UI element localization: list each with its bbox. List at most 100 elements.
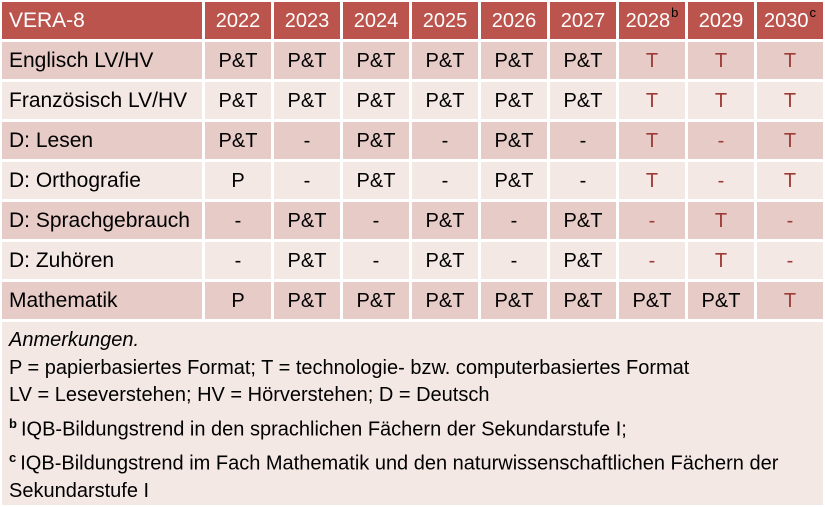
value-cell: - xyxy=(688,122,754,159)
value-cell: P&T xyxy=(343,82,409,119)
value-cell: - xyxy=(550,122,616,159)
value-cell: T xyxy=(619,122,685,159)
year-header-cell: 2029 xyxy=(688,2,754,39)
value-cell: T xyxy=(619,162,685,199)
year-header-cell: 2030 c xyxy=(757,2,823,39)
footnote-b-text: IQB-Bildungstrend in den sprachlichen Fä… xyxy=(20,418,627,441)
row-label-cell: D: Sprachgebrauch xyxy=(2,202,202,239)
value-cell: - xyxy=(274,162,340,199)
value-cell: - xyxy=(757,202,823,239)
year-header-superscript: b xyxy=(671,5,679,20)
value-cell: T xyxy=(688,202,754,239)
value-cell: - xyxy=(343,202,409,239)
value-cell: T xyxy=(757,162,823,199)
row-label-cell: D: Zuhören xyxy=(2,242,202,279)
value-cell: - xyxy=(205,242,271,279)
value-cell: P&T xyxy=(412,282,478,319)
value-cell: - xyxy=(757,242,823,279)
value-cell: P&T xyxy=(550,242,616,279)
value-cell: P&T xyxy=(481,42,547,79)
year-header-label: 2028 xyxy=(625,9,671,32)
value-cell: - xyxy=(481,242,547,279)
value-cell: P&T xyxy=(412,202,478,239)
value-cell: P&T xyxy=(550,82,616,119)
value-cell: P&T xyxy=(550,282,616,319)
year-header-label: 2025 xyxy=(422,9,468,32)
value-cell: P&T xyxy=(481,82,547,119)
value-cell: P&T xyxy=(274,242,340,279)
year-header-label: 2030 xyxy=(764,9,809,32)
value-cell: P&T xyxy=(205,122,271,159)
value-cell: P&T xyxy=(619,282,685,319)
value-cell: P&T xyxy=(688,282,754,319)
row-label-cell: Mathematik xyxy=(2,282,202,319)
year-header-label: 2022 xyxy=(215,9,261,32)
year-header-label: 2029 xyxy=(698,9,744,32)
value-cell: P&T xyxy=(274,42,340,79)
value-cell: P&T xyxy=(343,162,409,199)
value-cell: T xyxy=(757,82,823,119)
value-cell: T xyxy=(688,242,754,279)
value-cell: P&T xyxy=(550,42,616,79)
footnote-c-text: IQB-Bildungstrend im Fach Mathematik und… xyxy=(9,452,779,502)
value-cell: P&T xyxy=(343,122,409,159)
value-cell: - xyxy=(619,202,685,239)
notes-heading: Anmerkungen. xyxy=(9,329,140,351)
year-header-cell: 2024 xyxy=(343,2,409,39)
note-footnote-b: b IQB-Bildungstrend in den sprachlichen F… xyxy=(9,410,815,444)
value-cell: P&T xyxy=(550,202,616,239)
value-cell: P xyxy=(205,162,271,199)
year-header-cell: 2028 b xyxy=(619,2,685,39)
row-label-cell: D: Lesen xyxy=(2,122,202,159)
value-cell: P&T xyxy=(343,42,409,79)
year-header-label: 2023 xyxy=(284,9,330,32)
note-format-legend: P = papierbasiertes Format; T = technolo… xyxy=(9,356,690,379)
value-cell: - xyxy=(274,122,340,159)
value-cell: P&T xyxy=(205,82,271,119)
year-header-label: 2027 xyxy=(560,9,606,32)
footnote-c-superscript: c xyxy=(9,449,17,465)
value-cell: T xyxy=(619,82,685,119)
year-header-label: 2026 xyxy=(491,9,537,32)
value-cell: P&T xyxy=(412,82,478,119)
value-cell: P&T xyxy=(481,122,547,159)
value-cell: T xyxy=(757,282,823,319)
year-header-cell: 2022 xyxy=(205,2,271,39)
row-label-cell: Englisch LV/HV xyxy=(2,42,202,79)
notes-section: Anmerkungen. P = papierbasiertes Format;… xyxy=(2,322,823,506)
value-cell: - xyxy=(412,122,478,159)
value-cell: P&T xyxy=(412,42,478,79)
value-cell: P xyxy=(205,282,271,319)
value-cell: - xyxy=(412,162,478,199)
note-abbreviation-legend: LV = Leseverstehen; HV = Hörverstehen; D… xyxy=(9,384,490,406)
value-cell: - xyxy=(205,202,271,239)
value-cell: P&T xyxy=(274,282,340,319)
value-cell: - xyxy=(688,162,754,199)
value-cell: P&T xyxy=(343,282,409,319)
table-title-cell: VERA-8 xyxy=(2,2,202,39)
value-cell: - xyxy=(343,242,409,279)
vera8-table: VERA-8 2022 2023 2024 2025 2026 2027 2028 b 2029 2… xyxy=(2,2,823,319)
value-cell: P&T xyxy=(412,242,478,279)
value-cell: P&T xyxy=(481,282,547,319)
value-cell: - xyxy=(481,202,547,239)
value-cell: P&T xyxy=(274,202,340,239)
value-cell: - xyxy=(619,242,685,279)
value-cell: T xyxy=(757,122,823,159)
value-cell: P&T xyxy=(274,82,340,119)
footnote-b-superscript: b xyxy=(9,415,17,431)
value-cell: P&T xyxy=(481,162,547,199)
row-label-cell: Französisch LV/HV xyxy=(2,82,202,119)
year-header-cell: 2025 xyxy=(412,2,478,39)
year-header-superscript: c xyxy=(809,5,817,20)
value-cell: P&T xyxy=(205,42,271,79)
value-cell: T xyxy=(757,42,823,79)
note-footnote-c: c IQB-Bildungstrend im Fach Mathematik un… xyxy=(9,444,815,506)
value-cell: T xyxy=(688,82,754,119)
value-cell: T xyxy=(619,42,685,79)
year-header-cell: 2027 xyxy=(550,2,616,39)
year-header-cell: 2023 xyxy=(274,2,340,39)
row-label-cell: D: Orthografie xyxy=(2,162,202,199)
year-header-cell: 2026 xyxy=(481,2,547,39)
